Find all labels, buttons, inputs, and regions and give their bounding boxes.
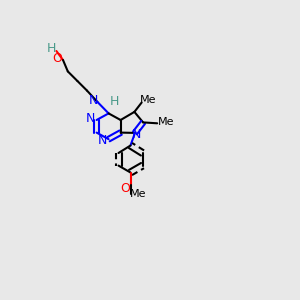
Text: H: H (47, 41, 57, 55)
Text: N: N (132, 128, 141, 141)
Text: O: O (52, 52, 62, 65)
Text: N: N (85, 112, 95, 125)
Text: Me: Me (140, 94, 157, 105)
Text: O: O (120, 182, 130, 195)
Text: H: H (109, 94, 119, 108)
Text: Me: Me (158, 117, 175, 127)
Text: Me: Me (130, 189, 146, 200)
Text: N: N (88, 94, 98, 107)
Text: N: N (97, 134, 107, 147)
